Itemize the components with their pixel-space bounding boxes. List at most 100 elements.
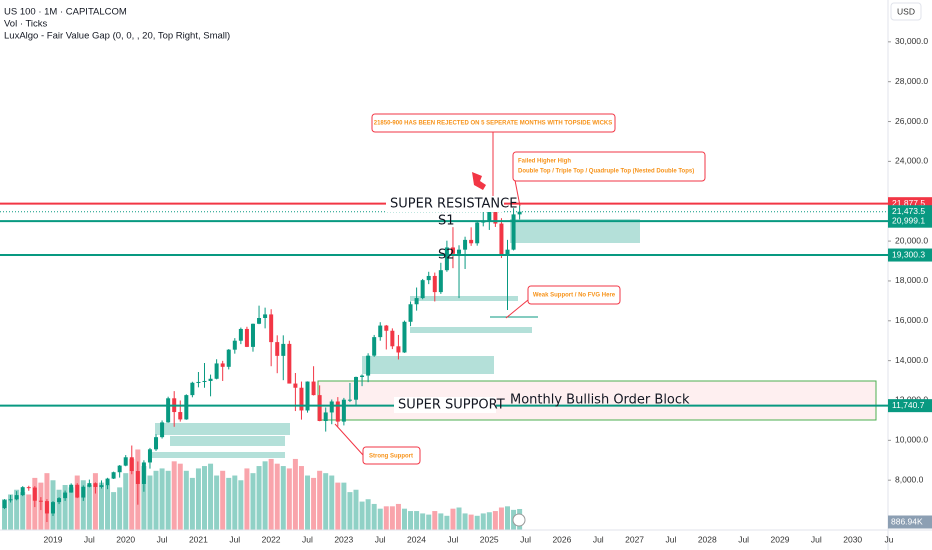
candle-body [32, 487, 37, 501]
candle-body [263, 314, 268, 318]
candle-body [81, 486, 86, 498]
candle-body [232, 340, 237, 350]
x-tick-label: Jul [229, 534, 240, 544]
candle-body [269, 314, 274, 343]
candle-body [154, 437, 159, 450]
fvg-box [510, 219, 640, 243]
candle-body [123, 457, 128, 466]
volume-bar [262, 461, 268, 530]
volume-bar [208, 463, 214, 530]
candle-body [75, 484, 80, 498]
y-tick-label: 8,000.0 [895, 474, 924, 484]
x-tick-label: 2022 [262, 534, 281, 544]
candle-body [226, 349, 231, 367]
candle-body [214, 363, 219, 379]
volume-bar [183, 470, 189, 530]
volume-bar [195, 468, 201, 530]
candle-body [347, 399, 352, 401]
candle-body [299, 387, 304, 411]
hand-icon [472, 172, 486, 190]
candle-body [238, 328, 243, 341]
candle-body [487, 211, 492, 221]
y-tick-label: 26,000.0 [895, 116, 928, 126]
volume-bar [341, 482, 347, 530]
price-label: 11,740.7 [892, 400, 925, 410]
volume-bar [395, 503, 401, 530]
y-tick-label: 10,000.0 [895, 435, 928, 445]
volume-bar [292, 458, 298, 530]
candle-body [275, 342, 280, 356]
candle-body [457, 249, 462, 254]
candle-body [87, 483, 92, 487]
volume-bar [438, 513, 444, 530]
annotation-box [527, 285, 621, 305]
x-tick-label: 2021 [189, 534, 208, 544]
volume-bar [498, 507, 504, 530]
resistance-label: SUPER RESISTANCE [390, 197, 517, 212]
volume-bar [226, 477, 232, 530]
volume-bar [26, 494, 32, 530]
volume-bar [444, 515, 450, 530]
x-tick-label: Jul [84, 534, 95, 544]
volume-bar [202, 466, 207, 530]
candle-body [257, 318, 262, 324]
volume-bar [256, 466, 262, 530]
fvg-box [150, 452, 285, 458]
x-tick-label: Jul [738, 534, 749, 544]
currency-button[interactable] [890, 2, 922, 21]
x-tick-label: 2030 [843, 534, 862, 544]
support-label: SUPER SUPPORT [398, 398, 505, 413]
volume-bar [68, 487, 74, 530]
candle-body [317, 395, 322, 422]
volume-bar [298, 466, 304, 530]
candle-body [505, 249, 510, 256]
candle-body [166, 398, 171, 423]
candle-body [366, 355, 371, 376]
volume-bar [8, 494, 14, 530]
volume-bar [171, 461, 177, 530]
annotation-box [371, 113, 616, 133]
volume-bar [2, 499, 8, 530]
currency[interactable]: USD [897, 6, 915, 16]
candle-body [463, 239, 468, 250]
volume-bar [432, 511, 438, 530]
volume-bar [123, 473, 129, 530]
volume-bar [414, 511, 420, 530]
volume-bar [480, 513, 486, 530]
fvg-box [362, 356, 494, 374]
volume-bar [220, 470, 226, 530]
volume-bar [14, 489, 20, 530]
x-tick-label: Jul [520, 534, 531, 544]
volume-bar [153, 470, 159, 530]
volume-bar [20, 492, 26, 530]
volume-bar [56, 489, 62, 530]
candle-body [69, 484, 74, 493]
x-tick-label: Jul [666, 534, 677, 544]
candle-body [408, 304, 413, 322]
candle-body [475, 222, 480, 244]
candle-body [414, 298, 419, 305]
fvg-box [410, 296, 518, 301]
arrow [505, 299, 529, 319]
volume-bar [244, 468, 250, 530]
candle-body [44, 501, 49, 514]
candle-body [117, 465, 122, 473]
candle-body [129, 457, 134, 472]
fvg-box [155, 423, 290, 435]
volume-bar [105, 485, 111, 530]
candle-body [281, 343, 286, 356]
volume-bar [98, 482, 104, 530]
volume-bar [111, 492, 117, 530]
s1-label: S1 [438, 214, 455, 229]
volume-bar [86, 485, 92, 530]
volume-bar [365, 499, 371, 530]
candle-body [311, 381, 316, 396]
volume-bar [74, 475, 80, 530]
price-label-bg [888, 248, 932, 262]
volume-bar [474, 515, 480, 530]
candle-body [444, 247, 449, 271]
candle-body [8, 499, 13, 501]
volume-bar [232, 475, 238, 530]
